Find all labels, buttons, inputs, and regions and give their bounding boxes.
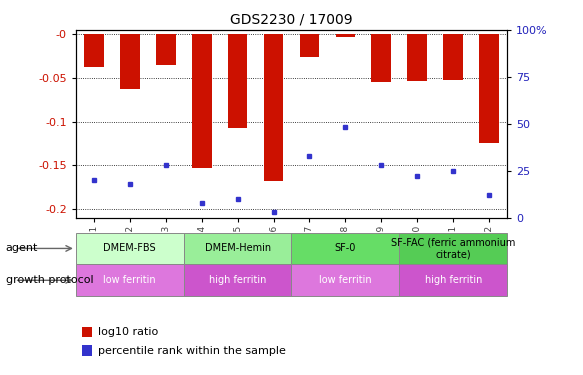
Bar	[300, 34, 319, 57]
Text: high ferritin: high ferritin	[209, 275, 266, 285]
Bar	[184, 264, 292, 296]
Bar	[76, 232, 184, 264]
Bar	[336, 34, 355, 37]
Text: high ferritin: high ferritin	[424, 275, 482, 285]
Bar	[399, 264, 507, 296]
Text: DMEM-Hemin: DMEM-Hemin	[205, 243, 271, 254]
Bar	[192, 34, 212, 168]
Bar	[76, 264, 184, 296]
Bar	[371, 34, 391, 82]
Text: DMEM-FBS: DMEM-FBS	[103, 243, 156, 254]
Bar	[408, 34, 427, 81]
Text: SF-0: SF-0	[335, 243, 356, 254]
Bar	[264, 34, 283, 181]
Text: low ferritin: low ferritin	[103, 275, 156, 285]
Bar	[444, 34, 463, 80]
Bar	[479, 34, 499, 143]
Text: percentile rank within the sample: percentile rank within the sample	[98, 346, 286, 355]
Bar	[292, 232, 399, 264]
Bar	[399, 232, 507, 264]
Bar	[156, 34, 175, 65]
Text: SF-FAC (ferric ammonium
citrate): SF-FAC (ferric ammonium citrate)	[391, 238, 515, 259]
Bar	[120, 34, 139, 89]
Bar	[292, 264, 399, 296]
Text: low ferritin: low ferritin	[319, 275, 372, 285]
Bar	[84, 34, 104, 68]
Bar	[184, 232, 292, 264]
Text: log10 ratio: log10 ratio	[98, 327, 158, 337]
Text: agent: agent	[6, 243, 38, 253]
Text: growth protocol: growth protocol	[6, 275, 93, 285]
Bar	[228, 34, 247, 128]
Title: GDS2230 / 17009: GDS2230 / 17009	[230, 12, 353, 26]
